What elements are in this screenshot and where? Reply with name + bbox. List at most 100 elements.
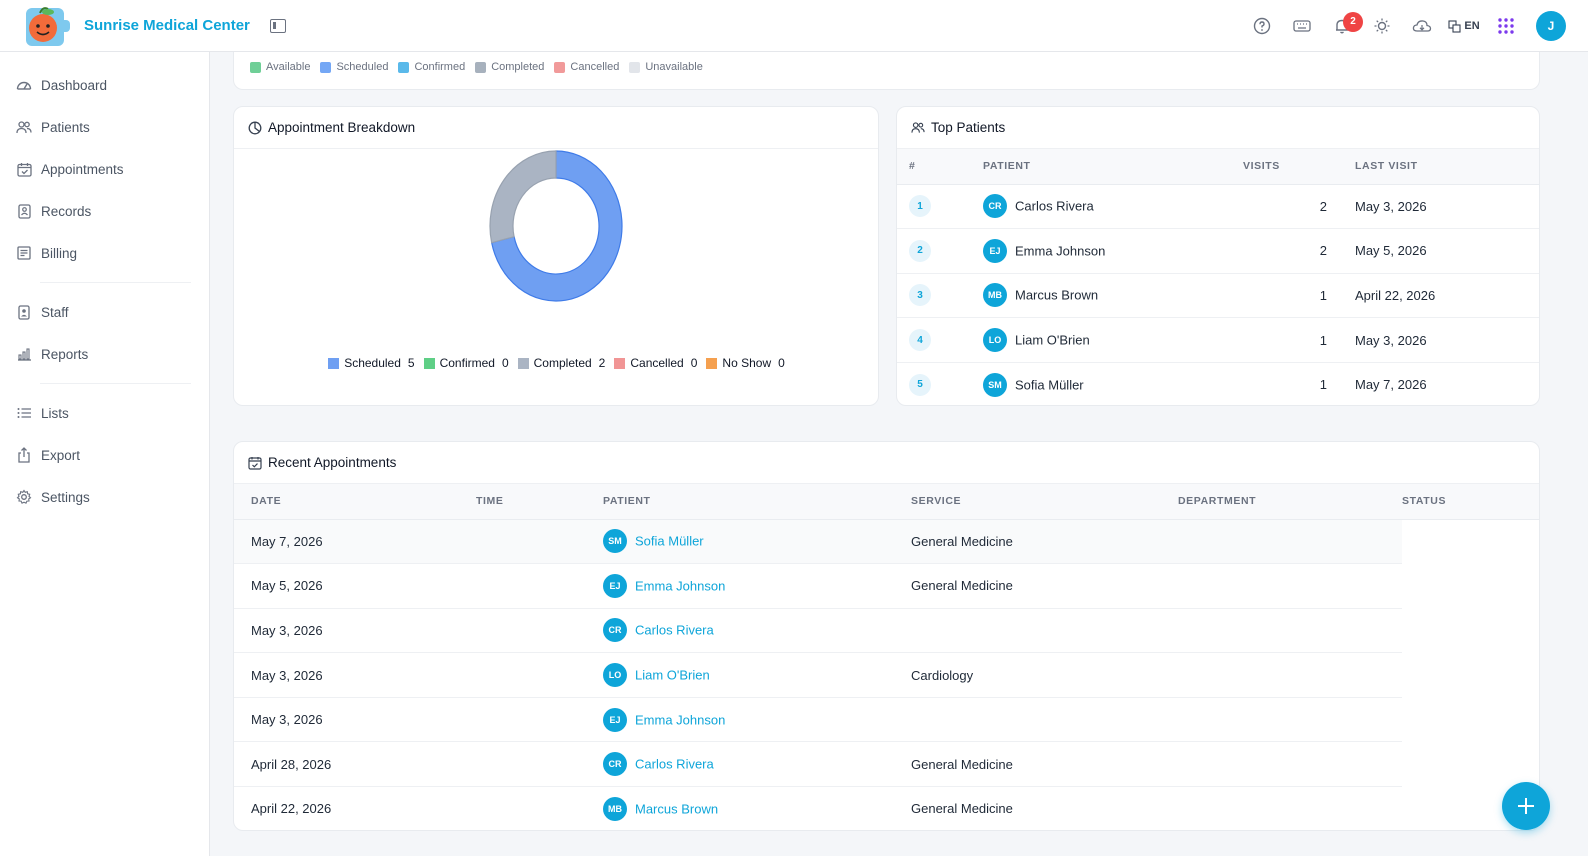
chart-legend-item[interactable]: Cancelled 0 [614,356,697,370]
sidebar-item-staff[interactable]: Staff [0,291,209,333]
card-title: Appointment Breakdown [268,120,416,135]
rank-cell: 4 [897,317,983,363]
date-cell: April 28, 2026 [234,741,476,788]
sidebar-item-dashboard[interactable]: Dashboard [0,64,209,106]
last-visit-cell: May 3, 2026 [1355,184,1539,230]
avatar: SM [603,529,627,554]
sidebar-item-patients[interactable]: Patients [0,106,209,148]
keyboard-icon[interactable] [1282,6,1322,46]
legend-label: Cancelled [630,356,684,370]
patient-link[interactable]: Liam O'Brien [635,667,710,683]
column-header-patient: PATIENT [603,484,911,520]
last-visit-cell: April 22, 2026 [1355,273,1539,319]
rank-cell: 5 [897,362,983,405]
chart-legend-item[interactable]: No Show 0 [706,356,785,370]
apps-grid-icon[interactable] [1486,6,1526,46]
table-row[interactable]: 1 CR Carlos Rivera 2 May 3, 2026 [897,184,1539,230]
legend-count: 0 [501,356,509,370]
user-avatar[interactable]: J [1536,11,1566,41]
status-legend: Available Scheduled Confirmed Completed Canc… [250,61,703,73]
table-row[interactable]: May 3, 2026 EJ Emma Johnson [234,697,1539,743]
avatar: EJ [983,238,1007,263]
sidebar-item-billing[interactable]: Billing [0,232,209,274]
billing-icon [16,245,32,261]
column-header-time: TIME [476,484,603,520]
calendar-check-icon [248,456,262,470]
table-row[interactable]: 4 LO Liam O'Brien 1 May 3, 2026 [897,317,1539,363]
department-cell [1178,519,1402,565]
sidebar-item-export[interactable]: Export [0,434,209,476]
top-bar: Sunrise Medical Center 2 EN J [0,0,1588,52]
table-row[interactable]: May 3, 2026 CR Carlos Rivera [234,608,1539,654]
table-header-row: # PATIENT VISITS LAST VISIT [897,149,1539,185]
legend-swatch [320,61,332,73]
date-cell: May 3, 2026 [234,652,476,698]
table-row[interactable]: April 28, 2026 CR Carlos Rivera General Med… [234,741,1539,788]
department-cell [1178,652,1402,698]
rank-cell: 1 [897,184,983,230]
avatar: EJ [603,707,627,732]
chart-legend-item[interactable]: Scheduled 5 [328,356,415,370]
time-cell [476,652,603,698]
table-row[interactable]: 3 MB Marcus Brown 1 April 22, 2026 [897,273,1539,319]
cloud-download-icon[interactable] [1402,6,1442,46]
table-row[interactable]: May 5, 2026 EJ Emma Johnson General Medicin… [234,563,1539,609]
sidebar-item-label: Appointments [41,161,124,177]
sidebar-item-settings[interactable]: Settings [0,476,209,518]
patient-link[interactable]: Sofia Müller [635,533,704,549]
visits-cell: 2 [1243,184,1355,230]
status-cell [1402,519,1539,564]
patient-link[interactable]: Emma Johnson [635,578,726,594]
add-new-button[interactable] [1502,782,1550,830]
patient-link[interactable]: Emma Johnson [635,712,726,728]
sidebar-item-reports[interactable]: Reports [0,333,209,375]
patient-cell: CR Carlos Rivera [603,608,911,654]
chart-legend-item[interactable]: Completed 2 [517,356,605,370]
patient-name: Emma Johnson [1015,243,1106,259]
donut-slice-completed[interactable] [489,150,557,244]
export-icon [16,447,32,463]
avatar: LO [983,328,1007,353]
pie-chart-icon [248,121,262,135]
table-row[interactable]: May 3, 2026 LO Liam O'Brien Cardiology [234,652,1539,698]
status-cell [1402,741,1539,787]
status-cell [1402,697,1539,742]
theme-toggle-sun-icon[interactable] [1362,6,1402,46]
patient-link[interactable]: Carlos Rivera [635,622,714,638]
department-cell [1178,786,1402,830]
donut-slice-scheduled[interactable] [490,150,623,302]
avatar: EJ [603,573,627,598]
status-cell [1402,563,1539,609]
patient-link[interactable]: Marcus Brown [635,801,719,817]
legend-swatch [614,357,626,369]
breakdown-chart: Scheduled 5 Confirmed 0 Completed 2 Cancelled 0… [234,149,879,406]
sidebar-toggle-icon[interactable] [269,18,286,33]
sidebar-item-label: Billing [41,245,78,261]
patient-cell: EJ Emma Johnson [603,697,911,743]
status-legend-item: Available [250,61,310,73]
table-row[interactable]: April 22, 2026 MB Marcus Brown General Medi… [234,786,1539,830]
help-icon[interactable] [1242,6,1282,46]
sidebar-divider [40,282,191,283]
language-label: EN [1464,20,1480,32]
patient-link[interactable]: Carlos Rivera [635,756,714,772]
notifications-button[interactable]: 2 [1322,6,1363,46]
sidebar-item-appointments[interactable]: Appointments [0,148,209,190]
card-title: Top Patients [931,120,1006,135]
sidebar-item-lists[interactable]: Lists [0,392,209,434]
service-cell [911,608,1178,654]
date-cell: April 22, 2026 [234,786,476,830]
table-row[interactable]: 2 EJ Emma Johnson 2 May 5, 2026 [897,228,1539,274]
sidebar-item-label: Patients [41,119,90,135]
table-row[interactable]: May 7, 2026 SM Sofia Müller General Medicin… [234,519,1539,565]
chart-legend-item[interactable]: Confirmed 0 [423,356,509,370]
language-selector[interactable]: EN [1442,6,1486,46]
card-header: Top Patients [897,107,1539,149]
legend-label: Cancelled [570,61,620,73]
column-header-date: DATE [234,484,476,520]
sidebar-item-records[interactable]: Records [0,190,209,232]
card-header: Appointment Breakdown [234,107,878,149]
table-row[interactable]: 5 SM Sofia Müller 1 May 7, 2026 [897,362,1539,405]
column-header-patient: PATIENT [983,149,1243,185]
service-cell: Cardiology [911,652,1178,698]
